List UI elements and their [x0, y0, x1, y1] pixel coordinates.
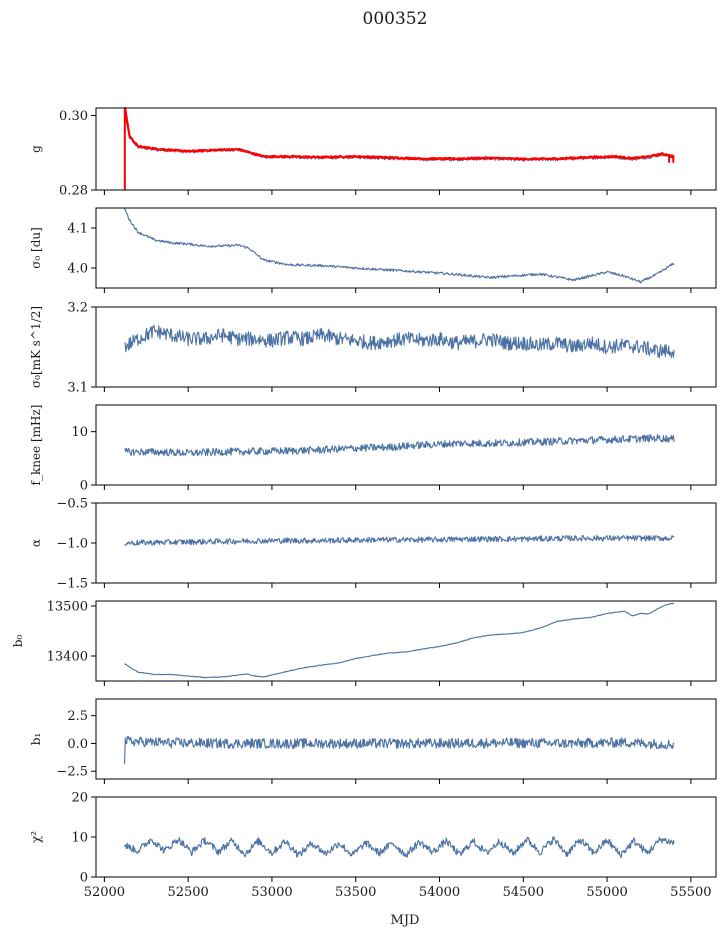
y-tick-label: −2.5	[56, 765, 88, 780]
y-axis-label-b0: b₀	[11, 635, 25, 648]
panel-b0: 13400 13500 b₀	[11, 600, 717, 686]
y-tick-label: 13500	[47, 600, 88, 615]
panel-chi2: 52000 52500 53000 53500 54000 54500 55000 55500…	[29, 791, 717, 900]
panel-frame-sigma0_mk	[95, 306, 717, 388]
y-tick-label: 3.1	[67, 381, 88, 396]
panel-alpha: −1.5 −1.0 −0.5 α	[29, 497, 717, 592]
panel-frame-fknee	[95, 404, 717, 486]
panel-fknee: 0 10 f_knee [mHz]	[29, 404, 717, 494]
panel-frame-sigma0_du	[95, 207, 717, 289]
x-tick-label: 52000	[84, 885, 125, 900]
panel-sigma0_du: 4.0 4.1 σ₀ [du]	[29, 207, 717, 293]
panel-b1: −2.5 0.0 2.5 b₁	[29, 698, 717, 784]
series-b1-0	[123, 736, 675, 765]
y-tick-label: 3.2	[67, 301, 88, 316]
y-tick-label: 0	[80, 479, 88, 494]
y-tick-label: 0	[80, 871, 88, 886]
y-tick-label: 10	[71, 425, 88, 440]
y-axis-label-alpha: α	[29, 539, 43, 547]
y-tick-label: 0.28	[59, 184, 88, 199]
y-tick-label: −1.5	[56, 577, 88, 592]
series-alpha-0	[124, 534, 675, 546]
series-g-1	[124, 106, 675, 161]
y-axis-label-chi2: χ²	[29, 831, 43, 843]
x-tick-label: 54000	[419, 885, 460, 900]
series-g-0	[124, 116, 675, 162]
x-tick-label: 55000	[586, 885, 627, 900]
y-tick-label: 13400	[47, 650, 88, 665]
y-axis-label-fknee: f_knee [mHz]	[29, 405, 43, 486]
x-tick-label: 52500	[167, 885, 208, 900]
y-tick-label: 2.5	[67, 709, 88, 724]
x-tick-label: 53000	[251, 885, 292, 900]
y-tick-label: −0.5	[56, 497, 88, 512]
y-axis-label-sigma0_du: σ₀ [du]	[29, 227, 43, 269]
chart-title: 000352	[363, 9, 428, 29]
series-b0-0	[124, 602, 675, 679]
panel-frame-b1	[95, 698, 717, 780]
y-tick-label: −1.0	[56, 537, 88, 552]
panel-g: 0.28 0.30 g	[29, 106, 717, 199]
panel-frame-chi2	[95, 796, 717, 878]
y-tick-label: 4.1	[67, 222, 88, 237]
y-axis-label-sigma0_mk: σ₀[mK s^1/2]	[29, 306, 43, 388]
x-tick-label: 55500	[670, 885, 711, 900]
series-sigma0_mk-0	[124, 324, 675, 359]
panel-frame-b0	[95, 600, 717, 682]
series-fknee-0	[124, 434, 675, 457]
x-axis-label: MJD	[391, 913, 420, 928]
y-tick-label: 0.30	[59, 109, 88, 124]
y-axis-label-g: g	[29, 145, 43, 153]
y-axis-label-b1: b₁	[29, 733, 43, 746]
x-tick-label: 54500	[503, 885, 544, 900]
y-tick-label: 4.0	[67, 262, 88, 277]
x-tick-label: 53500	[335, 885, 376, 900]
y-tick-label: 20	[71, 791, 88, 806]
y-tick-label: 0.0	[67, 737, 88, 752]
series-sigma0_du-0	[123, 207, 675, 284]
y-tick-label: 10	[71, 831, 88, 846]
panel-frame-g	[95, 107, 717, 191]
panel-sigma0_mk: 3.1 3.2 σ₀[mK s^1/2]	[29, 301, 717, 396]
series-chi2-0	[124, 836, 675, 859]
